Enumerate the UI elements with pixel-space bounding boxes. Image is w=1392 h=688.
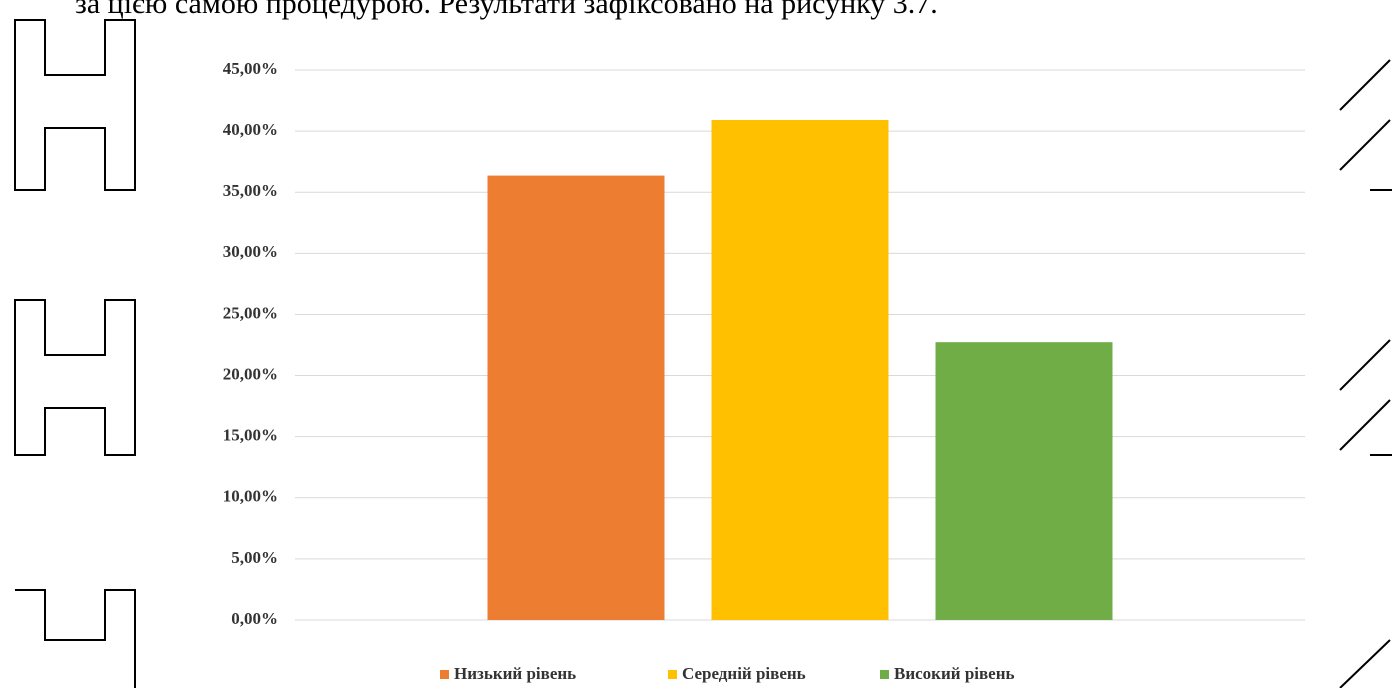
legend-label: Високий рівень [894, 664, 1015, 683]
bar [487, 175, 665, 620]
legend-label: Середній рівень [682, 664, 806, 683]
y-tick-label: 5,00% [231, 548, 278, 567]
y-tick-label: 35,00% [223, 181, 278, 200]
y-tick-label: 45,00% [223, 59, 278, 78]
y-tick-label: 10,00% [223, 487, 278, 506]
legend-swatch [440, 670, 449, 679]
y-tick-label: 30,00% [223, 242, 278, 261]
y-tick-label: 20,00% [223, 364, 278, 383]
legend-label: Низький рівень [454, 664, 576, 683]
watermark [14, 19, 1392, 688]
y-tick-label: 25,00% [223, 303, 278, 322]
legend-swatch [668, 670, 677, 679]
document-text: за цією самою процедурою. Результати заф… [75, 0, 938, 20]
y-tick-label: 0,00% [231, 609, 278, 628]
y-tick-label: 40,00% [223, 120, 278, 139]
bar [711, 119, 889, 620]
y-tick-label: 15,00% [223, 426, 278, 445]
bar [935, 342, 1113, 620]
legend-swatch [880, 670, 889, 679]
